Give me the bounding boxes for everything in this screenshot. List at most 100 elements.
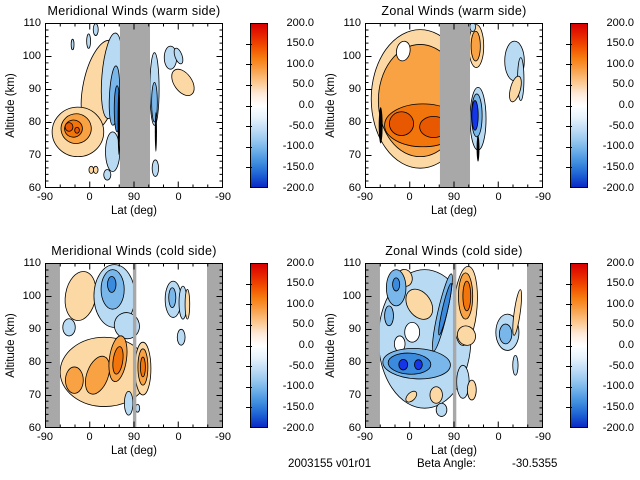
footer-beta-value: -30.5355 — [512, 458, 558, 470]
colorbar-tick — [246, 126, 252, 128]
x-tick-label: 0 — [406, 431, 413, 443]
contour-feature — [105, 131, 121, 172]
x-axis-label: Lat (deg) — [110, 205, 158, 217]
contour-feature — [107, 276, 117, 293]
contour-feature — [123, 390, 134, 416]
contour-feature — [74, 126, 80, 134]
contour-feature — [469, 23, 476, 32]
x-tick-label: -90 — [215, 191, 231, 203]
contour-feature — [151, 81, 158, 123]
y-tick-label: 80 — [28, 355, 41, 368]
wind-contour-panel: Meridional Winds (cold side) Altitude (k… — [0, 240, 320, 480]
colorbar-tick — [246, 386, 252, 388]
axis-ticks — [365, 23, 543, 188]
colorbar-tick — [566, 167, 572, 169]
contour-feature — [405, 288, 434, 320]
colorbar-tick-label: 150.0 — [606, 277, 634, 290]
contour-feature — [112, 346, 124, 375]
colorbar-tick — [566, 324, 572, 326]
contour-feature — [470, 30, 481, 62]
colorbar-tick-label: 50.0 — [612, 78, 634, 91]
y-axis-label: Altitude (km) — [5, 73, 17, 138]
colorbar-tick — [566, 105, 572, 107]
colorbar-tick — [566, 366, 572, 368]
contour-feature — [414, 359, 423, 370]
axis-ticks — [45, 263, 223, 428]
colorbar-tick-label: -100.0 — [282, 140, 314, 153]
x-tick-label: 0 — [495, 191, 502, 203]
contour-feature — [88, 165, 94, 174]
panel-title: Zonal Winds (warm side) — [381, 4, 527, 18]
contour-feature — [435, 402, 448, 417]
y-tick-label: 110 — [23, 16, 41, 29]
x-tick-label: 0 — [175, 431, 182, 443]
x-tick-label: -90 — [535, 431, 551, 443]
colorbar-tick — [246, 345, 252, 347]
colorbar-tick-label: -150.0 — [282, 400, 314, 413]
y-axis-label: Altitude (km) — [325, 73, 337, 138]
y-tick-label: 100 — [342, 289, 361, 302]
y-tick-label: 60 — [28, 181, 41, 194]
colorbar-tick-label: -100.0 — [282, 380, 314, 393]
contour-feature — [184, 288, 191, 320]
colorbar-tick — [246, 105, 252, 107]
contour-feature — [398, 358, 409, 371]
colorbar-tick-label: -200.0 — [602, 181, 634, 194]
contour-feature — [456, 325, 476, 346]
data-gap-band — [365, 263, 380, 428]
y-axis-label: Altitude (km) — [5, 313, 17, 378]
data-gap-band — [119, 23, 151, 188]
x-tick-label: -90 — [357, 431, 373, 443]
y-tick-label: 110 — [343, 256, 361, 269]
axis-ticks — [365, 263, 543, 428]
colorbar-tick — [566, 146, 572, 148]
x-tick-label: -90 — [37, 431, 53, 443]
colorbar-tick-label: 200.0 — [286, 256, 314, 269]
colorbar-tick — [566, 407, 572, 409]
y-tick-label: 70 — [348, 388, 361, 401]
colorbar-tick — [246, 64, 252, 66]
colorbar-tick — [246, 84, 252, 86]
colorbar-tick-label: 200.0 — [606, 16, 634, 29]
x-tick-label: -90 — [37, 191, 53, 203]
contour-feature — [93, 165, 99, 174]
contour-feature — [85, 355, 111, 395]
colorbar-tick-label: -100.0 — [602, 380, 634, 393]
colorbar-tick — [566, 304, 572, 306]
wind-contour-panel: Zonal Winds (cold side) Altitude (km) La… — [320, 240, 640, 480]
colorbar-tick-label: 0.0 — [618, 339, 634, 351]
colorbar-tick — [246, 146, 252, 148]
x-tick-label: 0 — [495, 431, 502, 443]
contour-feature — [509, 75, 522, 103]
y-tick-label: 110 — [343, 16, 361, 29]
colorbar-tick-label: -150.0 — [602, 400, 634, 413]
contour-feature — [70, 38, 75, 51]
y-tick-label: 80 — [348, 115, 361, 128]
y-tick-label: 60 — [28, 421, 41, 434]
colorbar-tick — [566, 283, 572, 285]
colorbar-tick — [246, 324, 252, 326]
data-gap-band — [452, 263, 457, 428]
data-gap-band — [206, 263, 223, 428]
data-gap-band — [45, 263, 60, 428]
contour-feature — [438, 283, 452, 336]
contour-feature — [395, 40, 411, 62]
x-tick-label: -90 — [215, 431, 231, 443]
data-gap-band — [439, 23, 471, 188]
contour-feature — [140, 356, 146, 378]
colorbar-tick — [566, 345, 572, 347]
x-tick-label: 0 — [406, 191, 413, 203]
contour-feature — [168, 287, 177, 308]
colorbar-tick — [566, 43, 572, 45]
y-tick-label: 90 — [348, 322, 361, 335]
x-tick-label: 90 — [447, 191, 461, 203]
colorbar-tick-label: -50.0 — [608, 119, 634, 132]
colorbar-tick-label: 0.0 — [618, 99, 634, 111]
colorbar-tick-label: 100.0 — [606, 57, 634, 70]
colorbar-tick — [566, 64, 572, 66]
x-axis-label: Lat (deg) — [430, 205, 478, 217]
colorbar-tick-label: 100.0 — [286, 297, 314, 310]
footer-beta-label: Beta Angle: — [417, 458, 476, 470]
contour-feature — [378, 107, 383, 144]
contour-plot — [45, 23, 223, 188]
